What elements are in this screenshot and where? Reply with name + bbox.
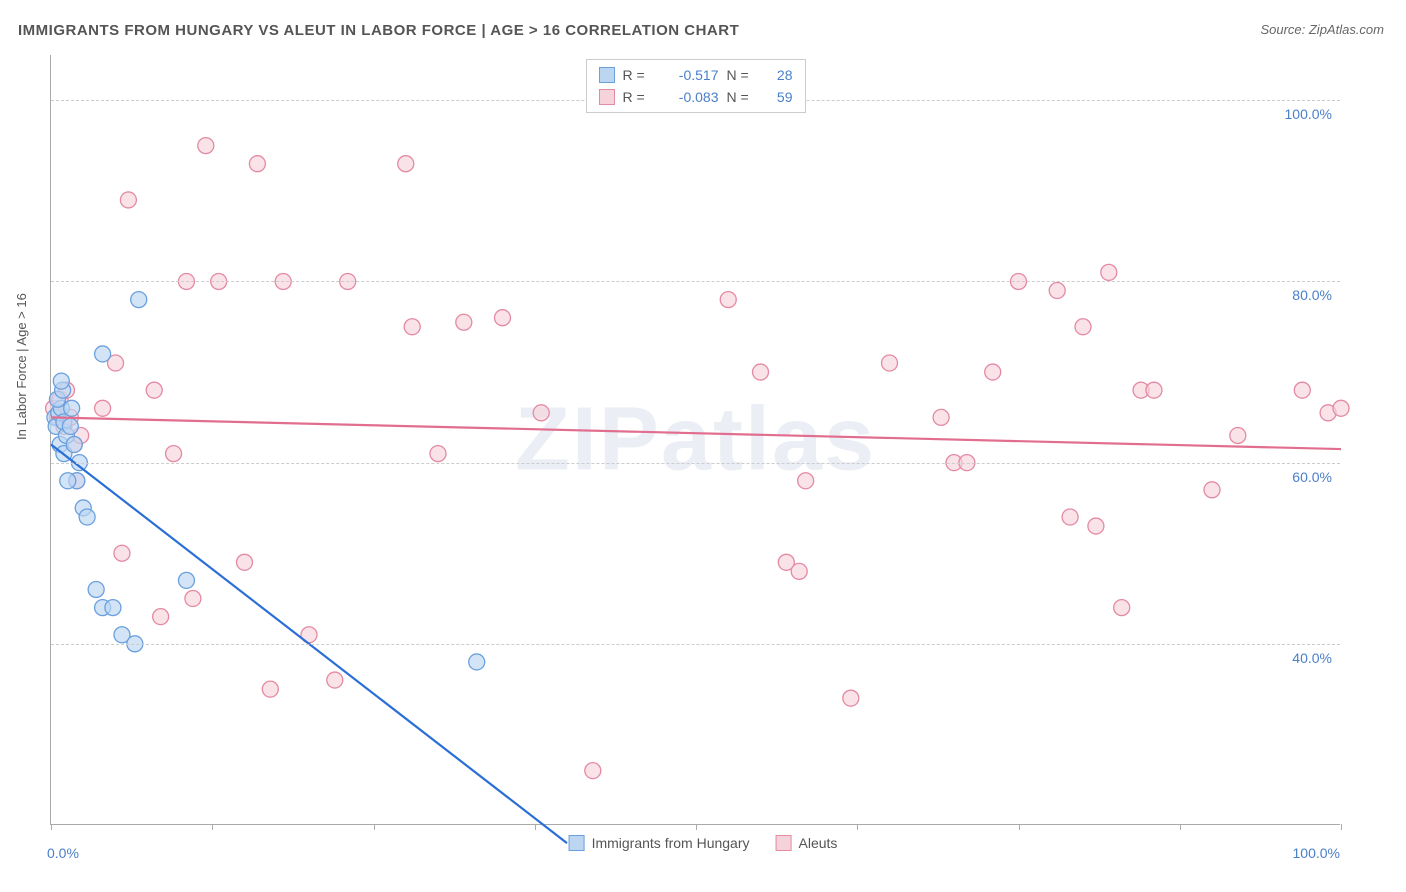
- scatter-point: [430, 446, 446, 462]
- series-legend: Immigrants from Hungary Aleuts: [569, 835, 838, 851]
- series-name: Immigrants from Hungary: [592, 835, 750, 851]
- scatter-point: [88, 581, 104, 597]
- scatter-point: [495, 310, 511, 326]
- scatter-point: [60, 473, 76, 489]
- scatter-point: [753, 364, 769, 380]
- y-axis-label: In Labor Force | Age > 16: [14, 293, 29, 440]
- scatter-point: [1049, 283, 1065, 299]
- chart-plot-area: ZIPatlas R = -0.517 N = 28 R = -0.083 N …: [50, 55, 1340, 825]
- scatter-point: [198, 138, 214, 154]
- gridline: [51, 644, 1340, 645]
- n-value: 28: [763, 64, 793, 86]
- scatter-point: [262, 681, 278, 697]
- scatter-point: [843, 690, 859, 706]
- scatter-point: [131, 292, 147, 308]
- scatter-point: [120, 192, 136, 208]
- scatter-point: [327, 672, 343, 688]
- x-tick: [1019, 824, 1020, 830]
- scatter-point: [1075, 319, 1091, 335]
- n-label: N =: [727, 86, 755, 108]
- legend-item: Immigrants from Hungary: [569, 835, 750, 851]
- scatter-point: [1114, 600, 1130, 616]
- scatter-point: [166, 446, 182, 462]
- scatter-point: [798, 473, 814, 489]
- swatch-icon: [599, 89, 615, 105]
- scatter-point: [1204, 482, 1220, 498]
- scatter-point: [237, 554, 253, 570]
- n-value: 59: [763, 86, 793, 108]
- scatter-point: [185, 591, 201, 607]
- x-tick: [535, 824, 536, 830]
- scatter-point: [95, 346, 111, 362]
- y-tick-label: 40.0%: [1292, 650, 1332, 666]
- scatter-point: [66, 437, 82, 453]
- n-label: N =: [727, 64, 755, 86]
- x-tick: [374, 824, 375, 830]
- series-name: Aleuts: [799, 835, 838, 851]
- legend-item: Aleuts: [776, 835, 838, 851]
- scatter-point: [1101, 264, 1117, 280]
- scatter-point: [469, 654, 485, 670]
- r-label: R =: [623, 64, 651, 86]
- scatter-point: [53, 373, 69, 389]
- scatter-point: [95, 400, 111, 416]
- scatter-point: [105, 600, 121, 616]
- scatter-point: [585, 763, 601, 779]
- scatter-svg: [51, 55, 1340, 824]
- swatch-icon: [776, 835, 792, 851]
- x-tick: [1341, 824, 1342, 830]
- scatter-point: [933, 409, 949, 425]
- scatter-point: [1062, 509, 1078, 525]
- y-tick-label: 60.0%: [1292, 469, 1332, 485]
- x-tick: [51, 824, 52, 830]
- scatter-point: [398, 156, 414, 172]
- legend-row: R = -0.517 N = 28: [599, 64, 793, 86]
- scatter-point: [249, 156, 265, 172]
- scatter-point: [882, 355, 898, 371]
- scatter-point: [533, 405, 549, 421]
- scatter-point: [79, 509, 95, 525]
- source-prefix: Source:: [1260, 22, 1308, 37]
- scatter-point: [64, 400, 80, 416]
- correlation-legend: R = -0.517 N = 28 R = -0.083 N = 59: [586, 59, 806, 113]
- scatter-point: [720, 292, 736, 308]
- r-value: -0.083: [659, 86, 719, 108]
- chart-title: IMMIGRANTS FROM HUNGARY VS ALEUT IN LABO…: [18, 22, 739, 39]
- legend-row: R = -0.083 N = 59: [599, 86, 793, 108]
- scatter-point: [1088, 518, 1104, 534]
- source-attribution: Source: ZipAtlas.com: [1260, 22, 1384, 37]
- scatter-point: [1294, 382, 1310, 398]
- r-label: R =: [623, 86, 651, 108]
- r-value: -0.517: [659, 64, 719, 86]
- y-tick-label: 100.0%: [1285, 106, 1332, 122]
- scatter-point: [791, 563, 807, 579]
- scatter-point: [62, 418, 78, 434]
- scatter-point: [1333, 400, 1349, 416]
- x-tick: [212, 824, 213, 830]
- source-name: ZipAtlas.com: [1309, 22, 1384, 37]
- scatter-point: [1230, 427, 1246, 443]
- x-max-label: 100.0%: [1293, 845, 1340, 861]
- scatter-point: [178, 572, 194, 588]
- x-min-label: 0.0%: [47, 845, 79, 861]
- scatter-point: [114, 545, 130, 561]
- x-tick: [1180, 824, 1181, 830]
- scatter-point: [985, 364, 1001, 380]
- swatch-icon: [569, 835, 585, 851]
- scatter-point: [404, 319, 420, 335]
- swatch-icon: [599, 67, 615, 83]
- trend-line: [51, 417, 1341, 449]
- scatter-point: [456, 314, 472, 330]
- gridline: [51, 463, 1340, 464]
- scatter-point: [146, 382, 162, 398]
- x-tick: [696, 824, 697, 830]
- scatter-point: [1146, 382, 1162, 398]
- scatter-point: [153, 609, 169, 625]
- gridline: [51, 281, 1340, 282]
- x-tick: [857, 824, 858, 830]
- y-tick-label: 80.0%: [1292, 287, 1332, 303]
